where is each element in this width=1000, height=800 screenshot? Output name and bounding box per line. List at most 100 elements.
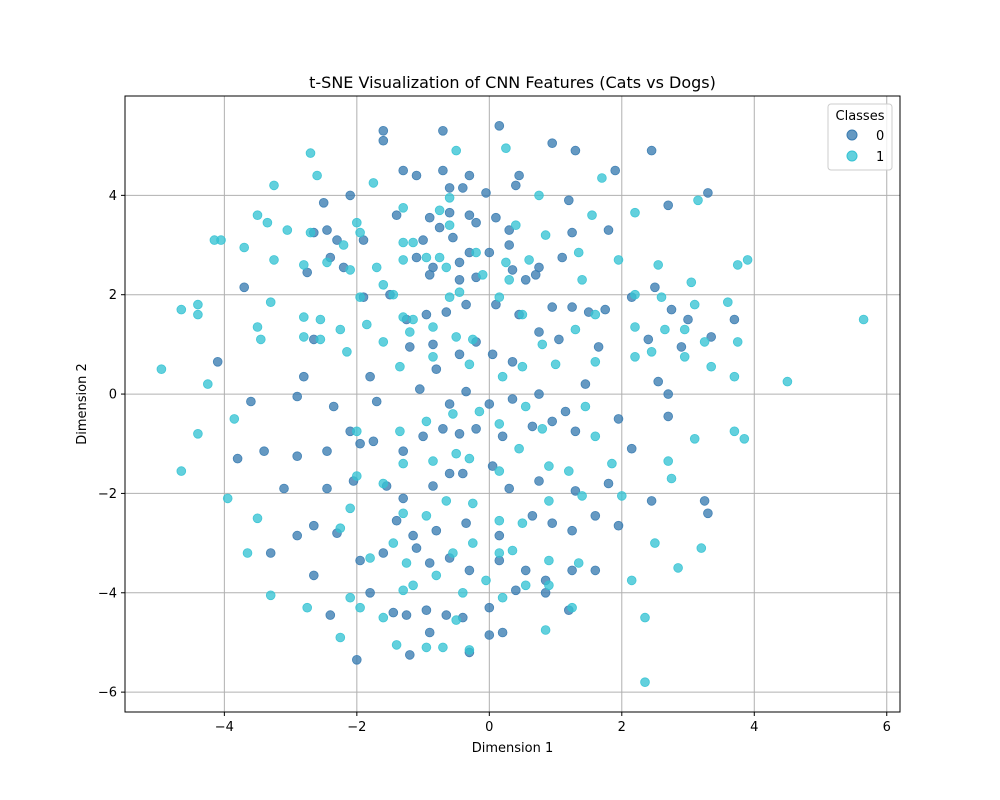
data-point-class-1 [265, 297, 276, 308]
data-point-class-1 [520, 401, 531, 412]
data-point-class-1 [298, 332, 309, 342]
data-point-class-1 [706, 361, 716, 372]
data-point-class-0 [444, 468, 455, 479]
data-point-class-1 [607, 458, 617, 469]
data-point-class-1 [646, 346, 657, 357]
data-point-class-1 [626, 575, 637, 586]
data-point-class-1 [378, 337, 389, 347]
data-point-class-0 [520, 274, 531, 285]
data-point-class-1 [782, 376, 793, 387]
data-point-class-0 [428, 481, 438, 491]
data-point-class-0 [650, 282, 660, 293]
data-point-class-1 [630, 207, 640, 218]
legend-label-0: 0 [876, 129, 884, 144]
data-point-class-1 [517, 309, 528, 320]
data-point-class-1 [660, 324, 670, 335]
data-point-class-0 [643, 334, 654, 345]
data-point-class-1 [391, 640, 402, 650]
data-point-class-1 [378, 478, 389, 489]
data-point-class-1 [544, 496, 554, 506]
data-point-class-1 [438, 642, 448, 653]
data-point-class-1 [398, 203, 409, 213]
data-point-class-0 [504, 483, 515, 494]
data-point-class-1 [441, 262, 452, 273]
data-point-class-1 [444, 220, 455, 231]
y-tick-label: −6 [98, 686, 117, 701]
data-point-class-1 [494, 292, 505, 303]
data-point-class-0 [464, 565, 475, 576]
data-point-class-1 [520, 580, 531, 591]
data-point-class-0 [510, 180, 521, 191]
data-point-class-0 [703, 188, 713, 198]
data-point-class-1 [368, 178, 379, 188]
data-point-class-0 [570, 145, 581, 156]
data-point-class-1 [567, 602, 577, 613]
data-point-class-1 [351, 217, 362, 228]
data-point-class-1 [653, 260, 663, 270]
data-point-class-1 [507, 545, 518, 556]
data-point-class-0 [491, 212, 501, 223]
data-point-class-0 [328, 401, 339, 412]
data-point-class-0 [418, 431, 428, 442]
data-point-class-1 [193, 299, 203, 310]
data-point-class-1 [398, 458, 409, 469]
data-point-class-0 [497, 627, 508, 638]
x-tick-label: −4 [215, 720, 234, 735]
data-point-class-0 [461, 299, 471, 310]
data-point-class-1 [176, 304, 187, 315]
data-point-class-0 [401, 610, 412, 620]
legend-title: Classes [836, 109, 885, 124]
data-point-class-1 [679, 351, 690, 362]
data-point-class-0 [404, 650, 415, 660]
y-axis-label: Dimension 2 [75, 363, 90, 445]
data-point-class-0 [418, 235, 428, 245]
data-point-class-0 [322, 483, 332, 494]
data-point-class-1 [312, 170, 322, 181]
data-point-class-0 [567, 302, 577, 312]
data-point-class-1 [298, 312, 309, 322]
data-point-class-1 [739, 433, 750, 444]
data-point-class-0 [239, 282, 250, 293]
data-point-class-1 [371, 262, 382, 273]
data-point-class-1 [467, 538, 478, 548]
data-point-class-1 [693, 195, 703, 206]
legend-label-1: 1 [876, 150, 884, 165]
data-point-class-1 [335, 523, 346, 533]
x-axis-label: Dimension 1 [472, 741, 554, 756]
data-point-class-1 [448, 409, 458, 419]
data-point-class-1 [282, 225, 293, 235]
data-point-class-1 [616, 491, 627, 501]
data-point-class-0 [355, 555, 365, 566]
data-point-class-0 [507, 265, 518, 275]
data-point-class-0 [484, 630, 495, 640]
data-point-class-0 [378, 548, 389, 558]
data-point-class-1 [534, 190, 544, 201]
data-point-class-0 [246, 396, 256, 407]
data-point-class-0 [431, 525, 442, 536]
data-point-class-1 [361, 319, 372, 330]
data-point-class-0 [504, 240, 515, 250]
data-point-class-0 [504, 225, 515, 235]
data-point-class-1 [428, 322, 438, 332]
data-point-class-0 [464, 210, 475, 221]
data-point-class-0 [471, 423, 481, 434]
data-point-class-1 [338, 240, 349, 250]
data-point-class-1 [335, 632, 346, 643]
data-point-class-0 [563, 195, 574, 206]
data-point-class-1 [193, 428, 203, 439]
data-point-class-1 [517, 518, 528, 528]
data-point-class-1 [587, 210, 597, 221]
data-point-class-0 [461, 386, 471, 397]
legend: Classes 0 1 [827, 103, 893, 171]
data-point-class-1 [540, 230, 551, 240]
data-point-class-1 [590, 431, 601, 442]
data-point-class-0 [487, 349, 498, 360]
data-point-class-1 [650, 538, 660, 548]
data-point-class-0 [527, 421, 538, 432]
y-tick-label: −4 [98, 586, 117, 601]
x-tick-label: 6 [883, 720, 891, 735]
data-point-class-1 [305, 227, 316, 238]
data-points [156, 121, 869, 687]
data-point-class-0 [378, 126, 389, 136]
data-point-class-0 [487, 461, 498, 471]
